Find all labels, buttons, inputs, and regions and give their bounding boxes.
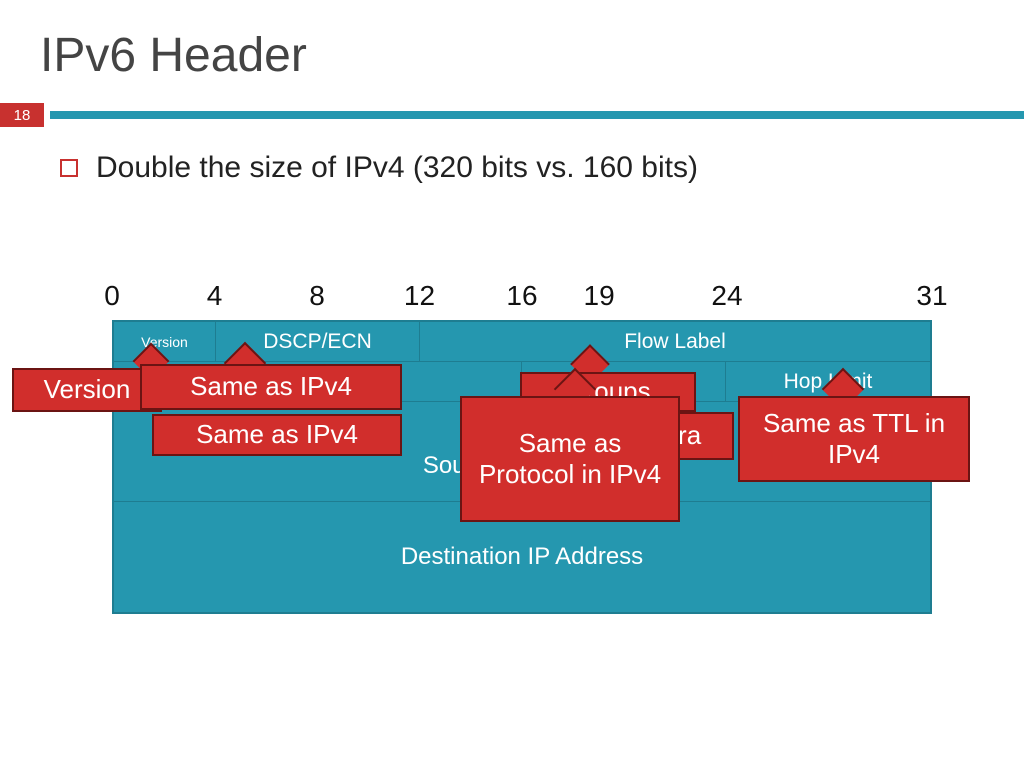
bit-label: 24 [711, 280, 742, 312]
bullet-row: Double the size of IPv4 (320 bits vs. 16… [0, 127, 1024, 193]
bullet-icon [60, 159, 78, 177]
callout-protocol: Same as Protocol in IPv4 [460, 396, 680, 522]
bit-label: 0 [104, 280, 120, 312]
page-number-badge: 18 [0, 103, 44, 127]
field-version: Version [114, 322, 216, 361]
bit-label: 12 [404, 280, 435, 312]
bit-label: 16 [506, 280, 537, 312]
bit-label: 19 [584, 280, 615, 312]
callout-same-ipv4-bottom: Same as IPv4 [152, 414, 402, 456]
callout-ttl: Same as TTL in IPv4 [738, 396, 970, 482]
title-bar: 18 [0, 103, 1024, 127]
bit-label: 4 [207, 280, 223, 312]
title-stripe [50, 111, 1024, 119]
bit-label: 31 [916, 280, 947, 312]
page-title: IPv6 Header [0, 0, 1024, 103]
bit-labels: 0 4 8 12 16 19 24 31 [112, 280, 932, 320]
field-flow-label: Flow Label [420, 322, 930, 361]
callout-same-ipv4-top: Same as IPv4 [140, 364, 402, 410]
bullet-text: Double the size of IPv4 (320 bits vs. 16… [96, 151, 698, 185]
bit-label: 8 [309, 280, 325, 312]
